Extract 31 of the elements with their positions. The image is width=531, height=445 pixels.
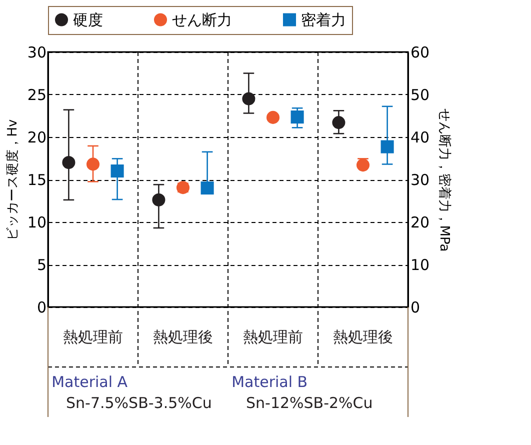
y2-tick-label: 30 [410,171,430,189]
y-axis-title: ビッカース硬度，Hv [4,118,20,241]
y-tick-label: 15 [27,171,46,189]
point [152,193,166,206]
y2-tick-label: 0 [410,298,420,316]
text: Sn-7.5%SB-3.5%Cu [66,394,212,412]
point [242,92,256,106]
y2-tick-label: 10 [410,256,430,274]
y2-axis-title: せん断力，密着力，MPa [436,108,453,252]
legend-label: 密着力 [301,10,346,29]
y-tick-label: 25 [27,86,46,104]
point [62,156,76,170]
y2-tick-label: 20 [410,214,430,232]
legend-label: 硬度 [73,10,103,29]
text: Material A [52,373,128,391]
x-tick-label: 熱処理後 [333,328,393,346]
x-tick-label: 熱処理前 [243,328,303,346]
point [332,116,346,130]
y2-tick-label: 60 [410,44,430,62]
x-tick-label: 熱処理後 [153,328,213,346]
y-tick-label: 5 [36,256,46,274]
y-tick-label: 0 [36,298,46,316]
y-tick-label: 10 [27,214,46,232]
y2-tick-label: 40 [410,128,430,146]
text: Material B [232,373,308,391]
y2-tick-label: 50 [410,86,430,104]
x-tick-label: 熱処理前 [63,328,123,346]
legend-label: せん断力 [172,10,232,29]
y-tick-label: 30 [27,44,46,62]
text: Sn-12%SB-2%Cu [246,394,373,412]
y-tick-label: 20 [27,128,46,146]
